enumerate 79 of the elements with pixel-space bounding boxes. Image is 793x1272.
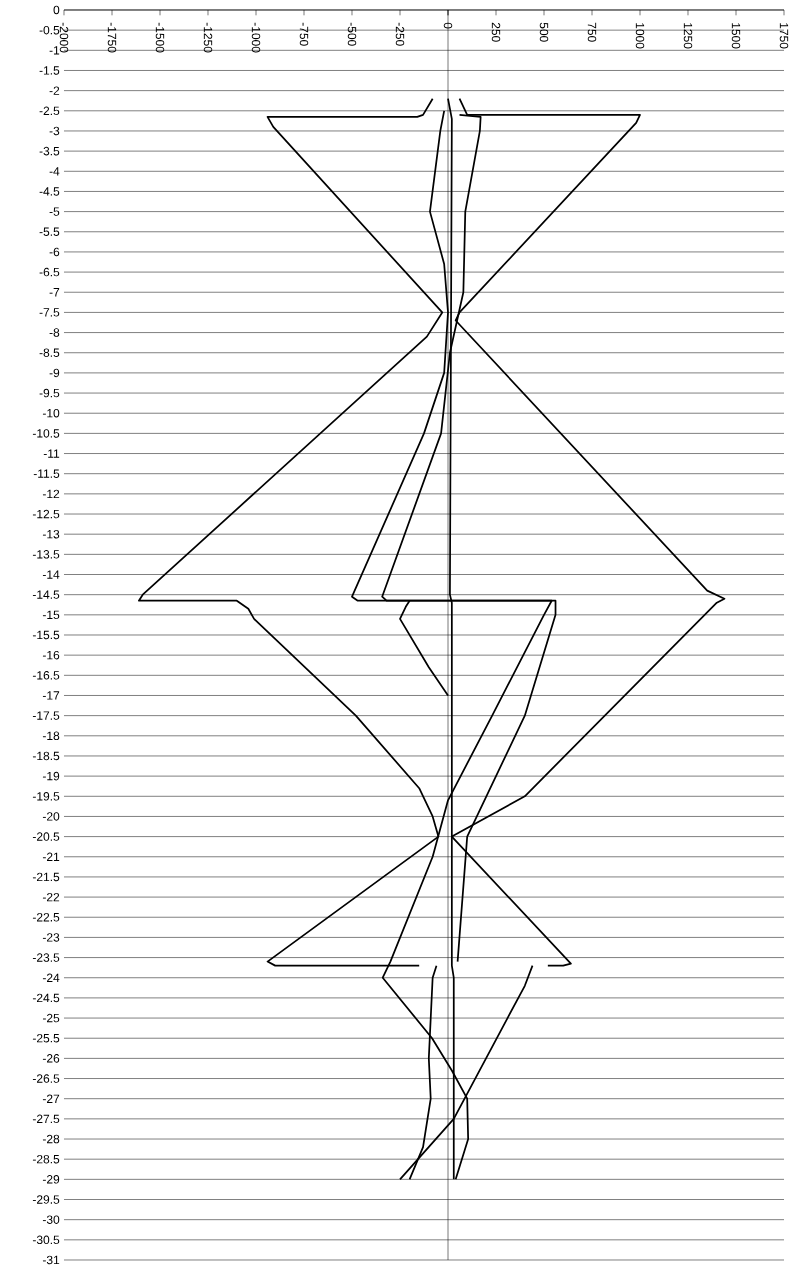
x-tick-label: 0 — [443, 22, 453, 29]
y-tick-label: -10.5 — [32, 429, 60, 438]
y-tick-label: -17 — [42, 691, 59, 700]
y-tick-label: -25.5 — [32, 1033, 60, 1043]
x-tick-label: -750 — [299, 22, 309, 46]
y-tick-label: -18.5 — [32, 751, 60, 761]
y-tick-label: -23 — [42, 933, 60, 942]
y-tick-label: -4 — [49, 167, 60, 176]
x-tick-label: 250 — [491, 22, 501, 42]
y-tick-label: -3.5 — [39, 146, 60, 156]
y-tick-label: -20 — [42, 812, 60, 821]
y-tick-label: -2.5 — [39, 106, 60, 116]
y-tick-label: -18 — [42, 731, 60, 741]
y-tick-label: -26.5 — [32, 1074, 60, 1083]
y-tick-label: -8.5 — [39, 348, 60, 357]
x-tick-label: -1250 — [203, 22, 213, 53]
y-tick-label: -16 — [42, 650, 60, 660]
x-tick-label: 1750 — [779, 23, 789, 49]
y-tick-label: -28 — [42, 1134, 60, 1144]
y-tick-label: -29 — [42, 1175, 60, 1184]
y-tick-label: -3 — [49, 126, 60, 136]
y-tick-label: -1.5 — [39, 66, 60, 75]
y-tick-label: -6 — [49, 247, 60, 257]
y-tick-label: -1 — [49, 46, 59, 55]
x-tick-label: -250 — [395, 22, 405, 46]
y-tick-label: -5 — [49, 207, 60, 216]
y-tick-label: -26 — [42, 1054, 60, 1063]
y-tick-label: -12.5 — [32, 509, 60, 519]
y-tick-label: -2 — [49, 86, 59, 95]
x-tick-label: 750 — [587, 22, 597, 42]
y-tick-label: -11 — [43, 449, 59, 458]
y-tick-label: -11.5 — [33, 469, 60, 478]
y-tick-label: -27.5 — [32, 1114, 60, 1124]
y-tick-label: -8 — [49, 328, 60, 337]
y-tick-label: 0 — [53, 5, 60, 15]
y-tick-label: -16.5 — [32, 671, 60, 680]
y-tick-label: -22 — [42, 892, 59, 902]
y-tick-label: -30 — [42, 1215, 60, 1224]
y-tick-label: -6.5 — [39, 267, 60, 277]
x-tick-label: -2000 — [59, 22, 69, 53]
y-tick-label: -14.5 — [32, 590, 60, 599]
y-tick-label: -7 — [49, 288, 59, 297]
x-tick-label: 1500 — [731, 23, 741, 49]
y-tick-label: -15 — [42, 610, 60, 620]
y-tick-label: -22.5 — [32, 913, 60, 922]
y-tick-label: -9.5 — [39, 388, 60, 398]
y-tick-label: -15.5 — [32, 630, 60, 640]
x-tick-label: -500 — [347, 22, 357, 46]
y-tick-label: -13.5 — [32, 550, 60, 559]
y-tick-label: -17.5 — [32, 711, 60, 720]
x-tick-label: -1750 — [107, 22, 117, 53]
x-tick-label: -1000 — [251, 22, 261, 53]
y-tick-label: -23.5 — [32, 953, 60, 962]
y-tick-label: -4.5 — [39, 187, 60, 196]
y-tick-label: -25 — [42, 1013, 60, 1023]
y-tick-label: -19.5 — [32, 792, 60, 801]
x-tick-label: 500 — [539, 22, 549, 42]
x-tick-label: 1250 — [683, 23, 693, 49]
y-tick-label: -9 — [49, 368, 60, 378]
y-tick-label: -30.5 — [32, 1235, 60, 1245]
y-tick-label: -19 — [42, 771, 60, 781]
y-tick-label: -13 — [42, 529, 60, 539]
y-tick-label: -5.5 — [39, 227, 60, 236]
y-tick-label: -31 — [42, 1255, 59, 1265]
y-tick-label: -24 — [42, 973, 60, 982]
y-tick-label: -29.5 — [32, 1195, 60, 1204]
y-tick-label: -28.5 — [32, 1154, 60, 1164]
x-tick-label: -1500 — [155, 22, 165, 53]
y-tick-label: -21.5 — [32, 872, 60, 882]
y-tick-label: -7.5 — [39, 308, 60, 317]
y-tick-label: -14 — [42, 570, 60, 579]
y-tick-label: -24.5 — [32, 993, 60, 1003]
y-tick-label: -20.5 — [32, 832, 60, 841]
y-tick-label: -10 — [42, 408, 60, 418]
y-tick-label: -0.5 — [39, 25, 60, 35]
y-tick-label: -21 — [42, 852, 59, 861]
x-tick-label: 1000 — [635, 23, 645, 49]
y-tick-label: -12 — [42, 489, 59, 499]
y-tick-label: -27 — [42, 1094, 59, 1103]
